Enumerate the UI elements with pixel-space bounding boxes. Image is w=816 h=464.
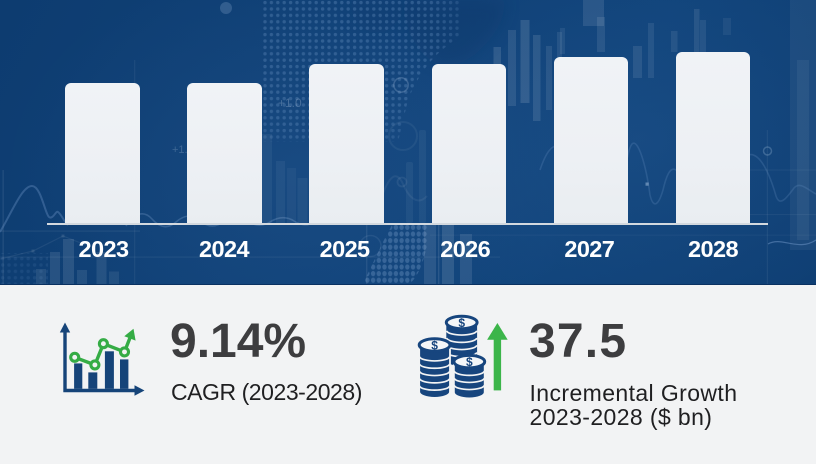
svg-text:$: $ [431, 339, 438, 353]
svg-text:$: $ [466, 355, 473, 369]
svg-text:+1.0: +1.0 [278, 96, 302, 110]
svg-text:$: $ [458, 316, 465, 330]
